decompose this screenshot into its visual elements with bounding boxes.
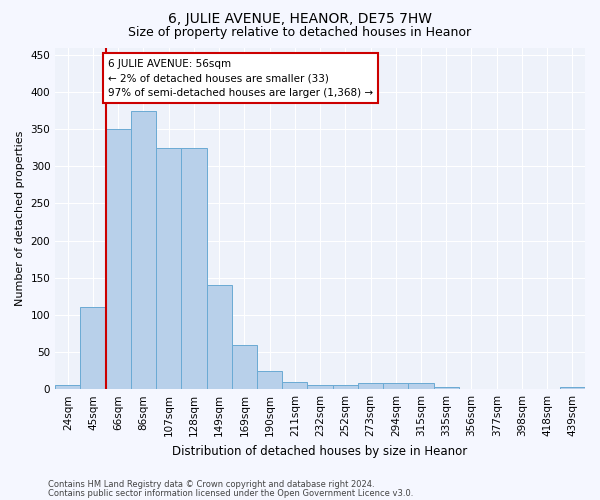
Text: Size of property relative to detached houses in Heanor: Size of property relative to detached ho… bbox=[128, 26, 472, 39]
Bar bbox=[434, 387, 459, 389]
Bar bbox=[106, 129, 131, 389]
Bar bbox=[307, 386, 332, 389]
Text: 6 JULIE AVENUE: 56sqm
← 2% of detached houses are smaller (33)
97% of semi-detac: 6 JULIE AVENUE: 56sqm ← 2% of detached h… bbox=[108, 58, 373, 98]
Y-axis label: Number of detached properties: Number of detached properties bbox=[15, 130, 25, 306]
Bar bbox=[332, 386, 358, 389]
Bar bbox=[560, 387, 585, 389]
X-axis label: Distribution of detached houses by size in Heanor: Distribution of detached houses by size … bbox=[172, 444, 468, 458]
Text: 6, JULIE AVENUE, HEANOR, DE75 7HW: 6, JULIE AVENUE, HEANOR, DE75 7HW bbox=[168, 12, 432, 26]
Bar bbox=[181, 148, 206, 389]
Bar bbox=[80, 308, 106, 389]
Text: Contains public sector information licensed under the Open Government Licence v3: Contains public sector information licen… bbox=[48, 488, 413, 498]
Bar bbox=[358, 383, 383, 389]
Bar bbox=[131, 110, 156, 389]
Bar bbox=[383, 383, 409, 389]
Bar bbox=[156, 148, 181, 389]
Bar bbox=[409, 383, 434, 389]
Bar bbox=[206, 285, 232, 389]
Bar bbox=[282, 382, 307, 389]
Bar bbox=[55, 386, 80, 389]
Bar bbox=[257, 370, 282, 389]
Text: Contains HM Land Registry data © Crown copyright and database right 2024.: Contains HM Land Registry data © Crown c… bbox=[48, 480, 374, 489]
Bar bbox=[232, 344, 257, 389]
